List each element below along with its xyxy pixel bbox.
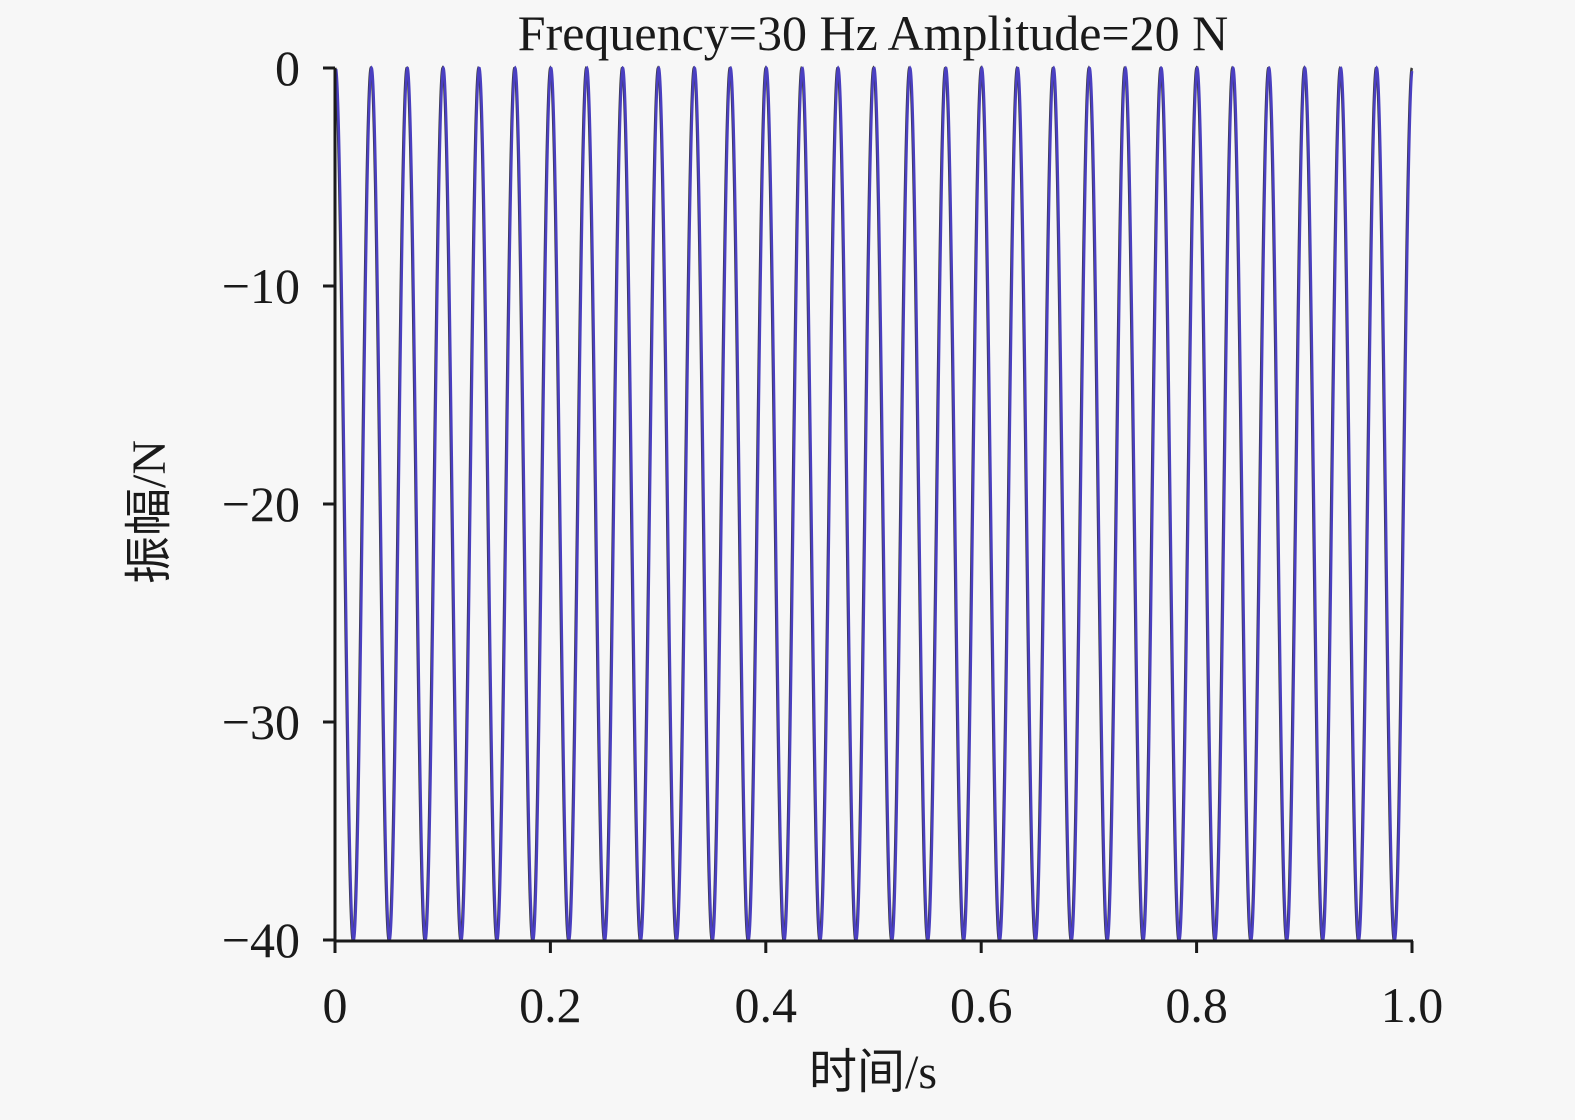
x-axis-label: 时间/s xyxy=(809,1046,937,1099)
y-tick-label: −20 xyxy=(222,476,300,532)
series-line-black xyxy=(333,65,1414,943)
ticks: 0 0.2 0.4 0.6 0.8 1.0 0 −10 −20 −30 −40 xyxy=(222,40,1443,1033)
x-tick-label: 0.2 xyxy=(519,977,582,1033)
y-axis-label: 振幅/N xyxy=(123,440,176,584)
x-tick-label: 0.4 xyxy=(735,977,798,1033)
series-line-blue xyxy=(334,65,1414,943)
x-tick-label: 0.8 xyxy=(1165,977,1228,1033)
y-tick-label: −40 xyxy=(222,912,300,968)
x-tick-label: 1.0 xyxy=(1381,977,1444,1033)
y-tick-label: −30 xyxy=(222,694,300,750)
chart-title: Frequency=30 Hz Amplitude=20 N xyxy=(518,5,1228,61)
y-tick-label: 0 xyxy=(275,40,300,96)
y-tick-label: −10 xyxy=(222,258,300,314)
x-tick-label: 0.6 xyxy=(950,977,1013,1033)
series-layer xyxy=(333,65,1414,943)
x-tick-label: 0 xyxy=(323,977,348,1033)
